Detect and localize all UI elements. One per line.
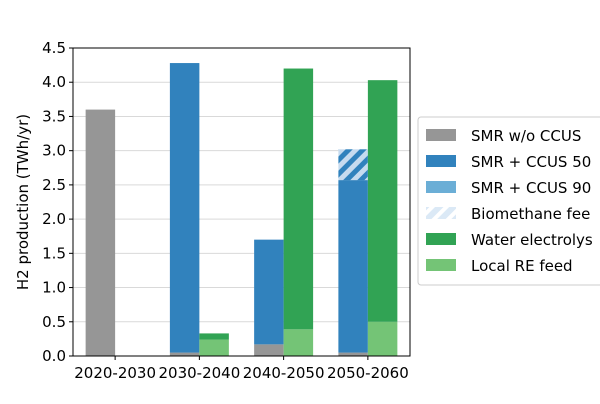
plot-frame — [72, 47, 411, 357]
y-tick-label: 2.5 — [42, 176, 66, 194]
bar-smr-wo-ccus — [85, 109, 116, 356]
y-tick-label: 0.5 — [42, 313, 66, 331]
legend-label: Water electrolys — [471, 231, 593, 249]
bar-biomethane-feed — [338, 149, 368, 181]
bar-smr-wo-ccus — [169, 352, 200, 356]
bar-smr-ccus-50 — [169, 63, 200, 353]
legend: SMR w/o CCUS SMR + CCUS 50 SMR + CCUS 90 Bi… — [417, 116, 600, 286]
x-tick-label: 2030-2040 — [158, 364, 240, 382]
legend-label: SMR w/o CCUS — [471, 127, 581, 145]
bar-water-electrolysis — [283, 68, 314, 330]
legend-swatch — [426, 233, 456, 245]
bar-smr-ccus-50 — [338, 180, 368, 353]
legend-label: Local RE feed — [471, 257, 573, 275]
legend-swatch — [426, 155, 456, 167]
y-axis-label: H2 production (TWh/yr) — [14, 114, 32, 290]
legend-label: SMR + CCUS 90 — [471, 179, 591, 197]
legend-swatch — [426, 129, 456, 141]
legend-swatch — [426, 207, 456, 219]
legend-label: SMR + CCUS 50 — [471, 153, 591, 171]
x-axis: 2020-2030 2030-2040 2040-2050 2050-2060 — [74, 356, 409, 382]
bar-smr-ccus-50 — [254, 239, 284, 345]
y-tick-label: 4.5 — [42, 39, 66, 57]
bar-local-re-feed — [199, 339, 229, 356]
x-tick-label: 2050-2060 — [327, 364, 409, 382]
bar-smr-wo-ccus — [338, 352, 368, 356]
y-axis: 0.0 0.5 1.0 1.5 2.0 2.5 3.0 3.5 4.0 4.5 — [42, 39, 73, 365]
y-tick-label: 2.0 — [42, 210, 66, 228]
y-tick-label: 0.0 — [42, 347, 66, 365]
legend-box — [417, 116, 600, 286]
y-tick-label: 1.0 — [42, 279, 66, 297]
y-tick-label: 4.0 — [42, 73, 66, 91]
y-tick-label: 3.0 — [42, 142, 66, 160]
legend-label: Biomethane fee — [471, 205, 590, 223]
bar-local-re-feed — [283, 329, 314, 356]
bar-local-re-feed — [367, 321, 398, 356]
x-tick-label: 2020-2030 — [74, 364, 156, 382]
legend-swatch — [426, 259, 456, 271]
legend-swatch — [426, 181, 456, 193]
bar-smr-wo-ccus — [254, 344, 284, 356]
y-tick-label: 1.5 — [42, 244, 66, 262]
bar-water-electrolysis — [199, 333, 229, 340]
x-tick-label: 2040-2050 — [243, 364, 325, 382]
bars — [85, 63, 398, 356]
y-tick-label: 3.5 — [42, 107, 66, 125]
bar-water-electrolysis — [367, 80, 398, 322]
